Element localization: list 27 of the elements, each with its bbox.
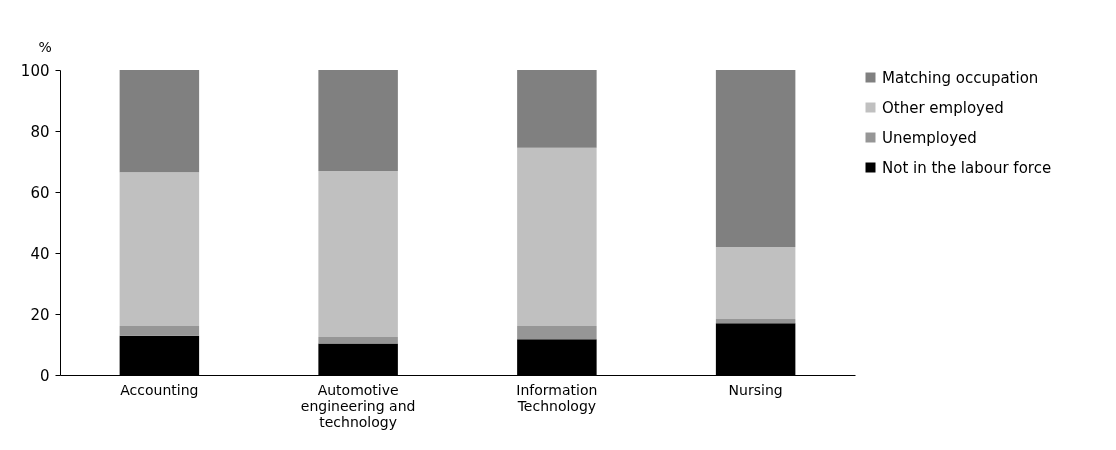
y-axis-title: % bbox=[38, 38, 52, 55]
legend-label: Matching occupation bbox=[882, 68, 1039, 87]
legend-label: Not in the labour force bbox=[882, 158, 1052, 177]
y-tick-label: 100 bbox=[20, 61, 50, 80]
x-tick-label: Nursing bbox=[728, 381, 783, 398]
bar bbox=[517, 70, 597, 148]
bar bbox=[318, 70, 398, 171]
legend-label: Other employed bbox=[882, 98, 1004, 117]
bar bbox=[715, 246, 796, 319]
bar bbox=[119, 70, 200, 173]
y-tick-label: 20 bbox=[30, 305, 50, 324]
bar bbox=[715, 70, 796, 247]
bar bbox=[119, 325, 200, 336]
bar bbox=[517, 147, 597, 326]
bar bbox=[318, 170, 398, 337]
y-tick-label: 80 bbox=[30, 122, 50, 141]
bar bbox=[318, 336, 398, 344]
legend-label: Unemployed bbox=[882, 128, 977, 147]
y-tick-label: 60 bbox=[30, 183, 50, 202]
bar bbox=[517, 325, 597, 340]
bar bbox=[119, 172, 200, 326]
bar bbox=[715, 318, 796, 324]
y-tick-label: 40 bbox=[30, 244, 50, 263]
x-tick-label: Information Technology bbox=[516, 381, 598, 414]
y-tick-label: 0 bbox=[39, 366, 50, 385]
x-tick-label: Automotive engineering and technology bbox=[300, 381, 416, 430]
x-tick-label: Accounting bbox=[120, 381, 199, 398]
